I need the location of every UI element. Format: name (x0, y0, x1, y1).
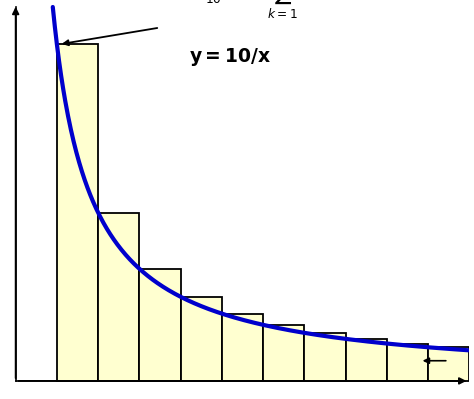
Bar (222, 314, 263, 381)
Bar (263, 325, 304, 381)
Bar (304, 333, 346, 381)
Bar (57, 44, 98, 381)
Bar (428, 347, 469, 381)
Bar (387, 344, 428, 381)
Bar (98, 213, 139, 381)
Bar (181, 297, 222, 381)
Bar (346, 339, 387, 381)
Text: $\mathbf{y = 10/x}$: $\mathbf{y = 10/x}$ (189, 46, 271, 68)
Bar (139, 269, 181, 381)
Text: $10S_{10} = 10\,\sum_{k=1}^{10}$: $10S_{10} = 10\,\sum_{k=1}^{10}$ (173, 0, 298, 21)
